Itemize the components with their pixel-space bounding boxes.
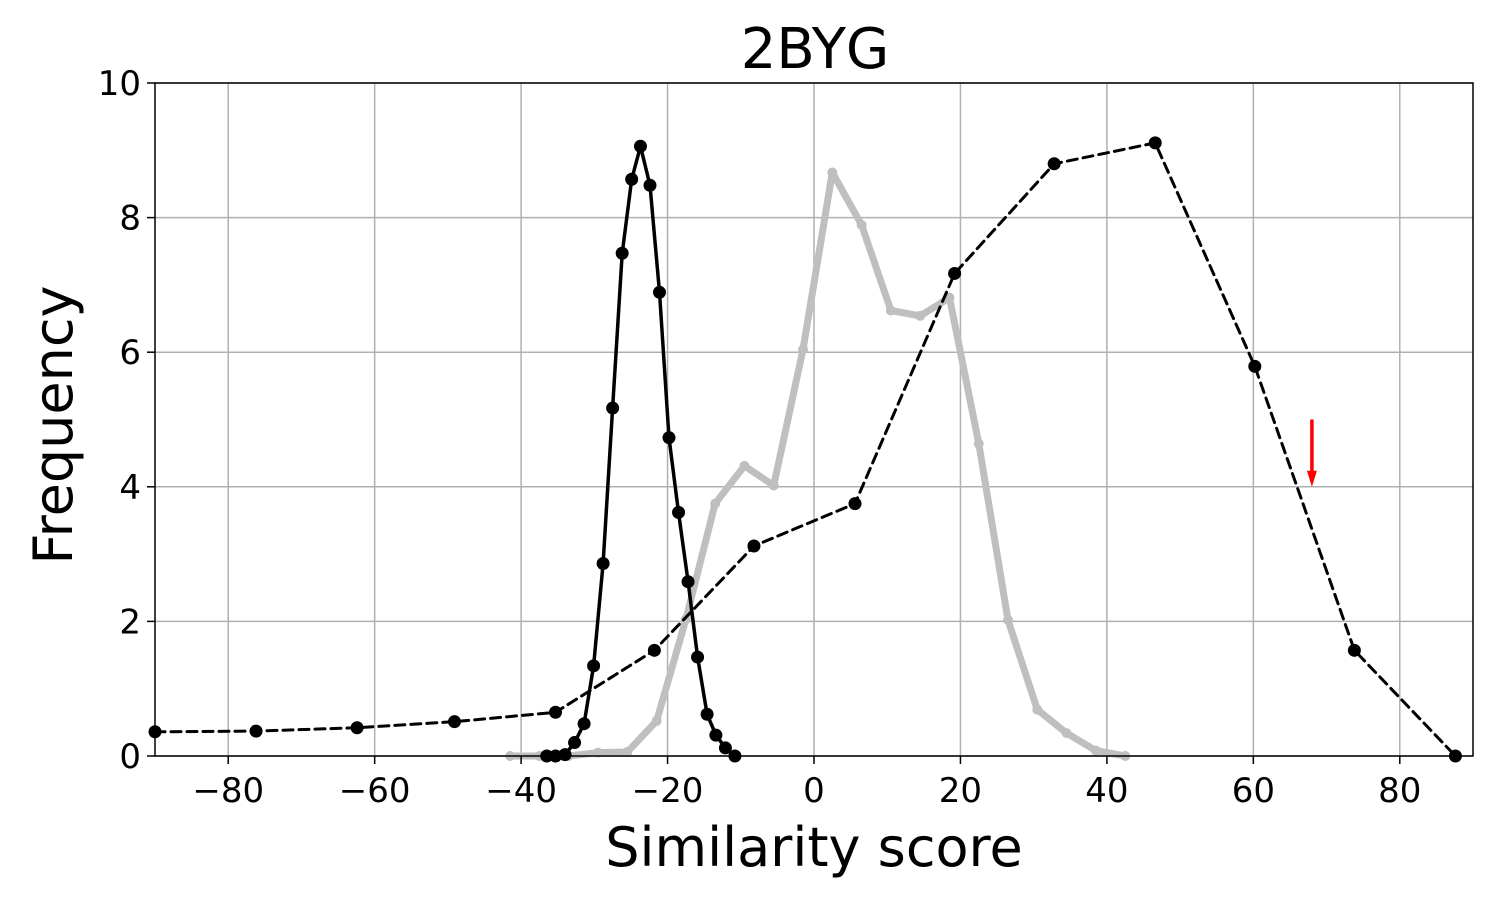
- data-point: [856, 220, 867, 231]
- data-point: [653, 285, 667, 299]
- y-tick-label: 4: [119, 468, 141, 508]
- data-point: [568, 736, 582, 750]
- data-point: [1047, 157, 1061, 171]
- x-tick-label: 20: [939, 771, 982, 811]
- y-tick-label: 10: [98, 64, 141, 104]
- x-tick-label: 80: [1378, 771, 1421, 811]
- data-point: [577, 717, 591, 731]
- series-line: [153, 141, 1457, 758]
- y-tick-label: 6: [119, 333, 141, 373]
- data-point: [827, 167, 838, 178]
- data-point: [848, 497, 862, 511]
- x-axis-label: Similarity score: [605, 816, 1023, 879]
- x-tick-label: −20: [632, 771, 704, 811]
- data-point: [558, 748, 572, 762]
- data-point: [710, 498, 721, 509]
- data-point: [768, 480, 779, 491]
- data-point: [691, 650, 705, 664]
- data-point: [944, 292, 955, 303]
- annotations: [1306, 419, 1317, 487]
- y-tick-label: 0: [119, 737, 141, 777]
- data-point: [622, 746, 633, 757]
- data-point: [350, 721, 364, 735]
- data-point: [1090, 745, 1101, 756]
- x-tick-label: −60: [339, 771, 411, 811]
- x-tick-label: 40: [1085, 771, 1128, 811]
- data-point: [587, 659, 601, 673]
- data-point: [700, 707, 714, 721]
- data-point: [606, 401, 620, 415]
- data-point: [549, 705, 563, 719]
- data-point: [718, 741, 732, 755]
- data-point: [625, 172, 639, 186]
- y-tick-label: 8: [119, 199, 141, 239]
- data-point: [739, 460, 750, 471]
- data-point: [915, 310, 926, 321]
- data-point: [1032, 704, 1043, 715]
- data-point: [948, 266, 962, 280]
- data-point: [885, 305, 896, 316]
- data-point: [672, 505, 686, 519]
- data-point: [447, 715, 461, 729]
- data-point: [1248, 359, 1262, 373]
- data-point: [249, 724, 263, 738]
- series-dashed-black-markers: [148, 136, 1462, 763]
- ticks: −80 −60 −40 −20 0 20 40 60 80 0 2 4 6 8 10: [98, 64, 1422, 811]
- data-point: [798, 344, 809, 355]
- data-point: [643, 178, 657, 192]
- red-arrow: [1306, 419, 1317, 487]
- data-point: [647, 643, 661, 657]
- x-tick-label: 60: [1232, 771, 1275, 811]
- data-point: [592, 747, 603, 758]
- x-tick-label: 0: [803, 771, 825, 811]
- data-point: [747, 539, 761, 553]
- data-point: [973, 438, 984, 449]
- series-thick-grey: [505, 167, 1131, 761]
- chart-title: 2BYG: [741, 17, 890, 82]
- data-point: [681, 575, 695, 589]
- series-solid-black-markers: [540, 139, 742, 763]
- data-point: [1148, 136, 1162, 150]
- x-tick-label: −80: [192, 771, 264, 811]
- data-point: [1003, 615, 1014, 626]
- data-point: [633, 139, 647, 153]
- data-point: [709, 728, 723, 742]
- arrow-head: [1306, 470, 1317, 487]
- data-point: [1347, 643, 1361, 657]
- data-point: [596, 557, 610, 571]
- x-tick-label: −40: [485, 771, 557, 811]
- data-point: [662, 431, 676, 445]
- data-point: [1061, 728, 1072, 739]
- data-point: [615, 246, 629, 260]
- data-point: [651, 716, 662, 727]
- series-line: [506, 169, 1129, 760]
- y-tick-label: 2: [119, 602, 141, 642]
- series-group: [148, 136, 1462, 763]
- y-axis-label: Frequency: [22, 286, 85, 565]
